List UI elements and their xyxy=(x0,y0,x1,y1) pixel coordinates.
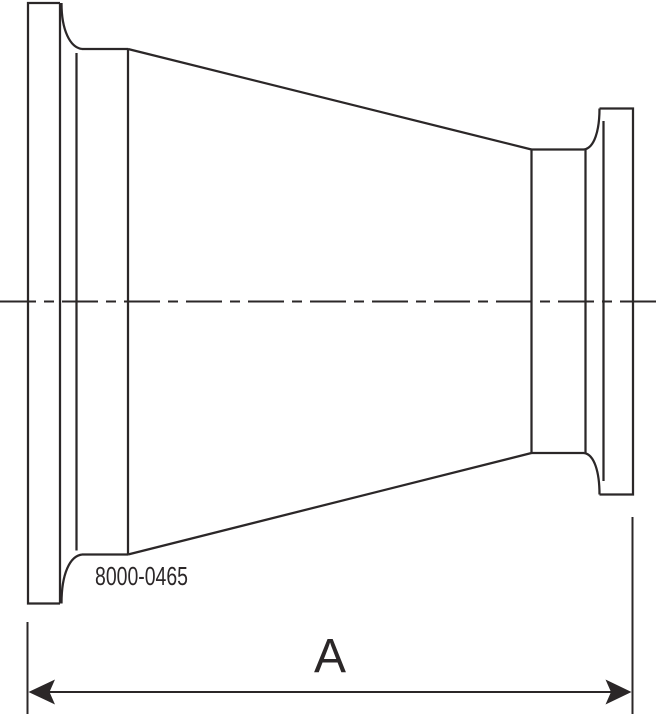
left-neck-curve-top xyxy=(60,2,83,51)
left-arrowhead-icon xyxy=(28,679,55,705)
annotations-group: 8000-0465 A xyxy=(95,561,346,683)
left-ferrule-face-outline xyxy=(26,1,60,605)
cone-top-line xyxy=(127,47,532,151)
part-number-label: 8000-0465 xyxy=(95,561,188,591)
dimension-lines-group xyxy=(26,517,634,714)
reducer-outline-group xyxy=(26,1,635,605)
right-arrowhead-icon xyxy=(605,679,632,705)
left-neck-curve-bottom xyxy=(60,553,83,604)
cone-bottom-line xyxy=(127,451,532,556)
dimension-a-label: A xyxy=(314,630,346,683)
right-neck-curve-top xyxy=(583,108,601,151)
dimension-arrows-group xyxy=(28,679,632,705)
right-neck-curve-bottom xyxy=(583,451,601,495)
